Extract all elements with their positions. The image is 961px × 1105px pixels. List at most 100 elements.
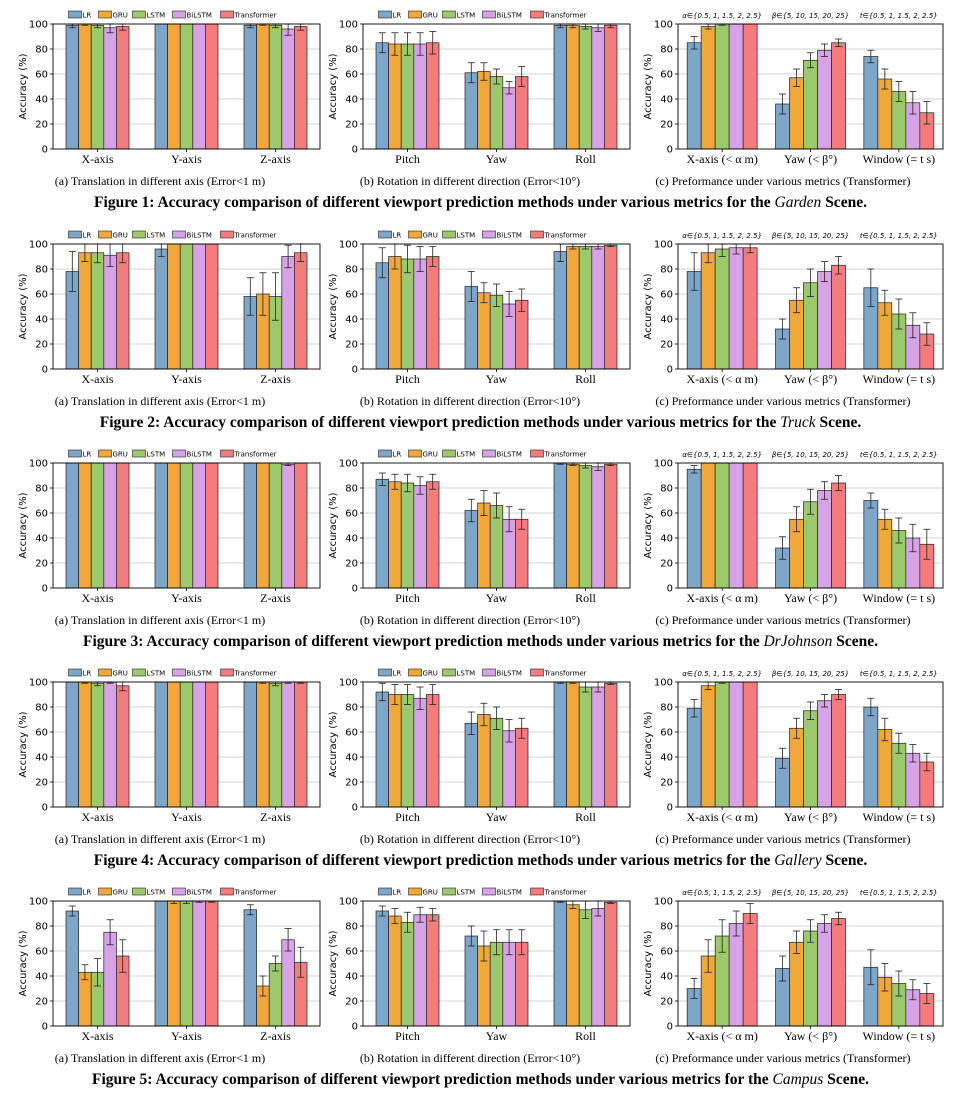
y-tick-label: 40 <box>345 972 358 983</box>
x-tick-label: Y-axis <box>171 1029 202 1043</box>
bar-bilstm <box>413 697 427 808</box>
bar-chart: 0 20 40 60 80 100 Accuracy (%) X-axis Y-axis Z-ax… <box>18 449 321 605</box>
y-tick-label: 80 <box>345 484 358 495</box>
bar-lr <box>686 707 702 808</box>
figure-caption-suffix: Scene. <box>832 633 878 650</box>
y-tick-label: 60 <box>35 70 48 81</box>
y-tick-label: 40 <box>660 315 673 326</box>
x-tick-label: Z-axis <box>260 152 291 166</box>
bar-lr <box>553 462 567 589</box>
legend-swatch-bilstm <box>172 887 186 896</box>
bar-lr <box>154 681 168 808</box>
legend-label-gru: GRU <box>113 670 128 678</box>
bar-gru <box>388 43 402 150</box>
legend-swatch-gru <box>408 887 422 896</box>
panel-b: 0 20 40 60 80 100 Accuracy (%) Pitch Yaw Roll LR GR… <box>320 220 640 436</box>
y-tick-label: 60 <box>35 947 48 958</box>
legend-label-transformer: Transformer <box>544 889 587 897</box>
metric-parameter-label: β∈{5, 10, 15, 20, 25} <box>772 670 849 678</box>
x-tick-label: Z-axis <box>260 372 291 386</box>
y-tick-label: 0 <box>667 365 673 376</box>
bar-transformer <box>742 913 758 1027</box>
bar-gru <box>78 681 92 808</box>
y-tick-label: 40 <box>345 315 358 326</box>
y-tick-label: 80 <box>660 265 673 276</box>
bar-lr <box>686 42 702 150</box>
plot-frame <box>677 243 944 370</box>
bar-bilstm <box>192 243 206 370</box>
bar-chart: 0 20 40 60 80 100 Accuracy (%) Pitch Yaw Roll LR GR… <box>328 230 631 386</box>
bar-lr <box>553 900 567 1027</box>
y-tick-label: 80 <box>345 265 358 276</box>
panel-a: 0 20 40 60 80 100 Accuracy (%) X-axis Y-axis Z-ax… <box>10 439 330 655</box>
figure-2: 0 20 40 60 80 100 Accuracy (%) X-axis Y-axis Z-ax… <box>0 220 961 436</box>
y-tick-label: 20 <box>345 120 358 131</box>
legend-swatch-bilstm <box>482 449 496 458</box>
x-tick-label: X-axis (< α m) <box>686 152 757 166</box>
x-tick-label: Pitch <box>395 591 420 605</box>
y-tick-label: 60 <box>660 728 673 739</box>
figure-caption-scene: DrJohnson <box>763 633 833 650</box>
panel-c: 0 20 40 60 80 100 Accuracy (%) X-axis (< α m) Ya… <box>633 439 953 655</box>
legend-swatch-lr <box>68 887 82 896</box>
legend-label-bilstm: BiLSTM <box>187 889 212 897</box>
bar-bilstm <box>103 931 117 1027</box>
bar-gru <box>700 685 716 808</box>
legend-swatch-transformer <box>220 10 234 19</box>
y-axis-label: Accuracy (%) <box>328 930 339 996</box>
y-tick-label: 60 <box>345 290 358 301</box>
legend-swatch-lr <box>378 887 392 896</box>
y-tick-label: 20 <box>35 120 48 131</box>
x-tick-label: Roll <box>575 810 596 824</box>
plot-frame <box>362 462 631 589</box>
bar-lstm <box>400 258 415 370</box>
legend-label-lstm: LSTM <box>457 889 476 897</box>
x-tick-label: X-axis (< α m) <box>686 1029 757 1043</box>
metric-parameter-label: α∈{0.5, 1, 1.5, 2, 2.5} <box>682 670 762 678</box>
legend-label-lr: LR <box>83 451 92 459</box>
bar-gru <box>256 23 270 150</box>
legend-swatch-lstm <box>132 449 146 458</box>
legend-swatch-transformer <box>530 887 544 896</box>
y-tick-label: 0 <box>42 803 48 814</box>
y-axis-label: Accuracy (%) <box>18 492 29 558</box>
legend-swatch-transformer <box>220 668 234 677</box>
y-tick-label: 0 <box>667 145 673 156</box>
legend-label-gru: GRU <box>423 12 438 20</box>
panel-a: 0 20 40 60 80 100 Accuracy (%) X-axis Y-axis Z-ax… <box>10 658 330 874</box>
y-axis-label: Accuracy (%) <box>328 492 339 558</box>
legend-swatch-lstm <box>132 668 146 677</box>
subcaption: (b) Rotation in different direction (Err… <box>359 1051 581 1065</box>
x-tick-label: Y-axis <box>171 372 202 386</box>
bar-gru <box>789 77 804 150</box>
bar-bilstm <box>817 49 832 150</box>
x-tick-label: Roll <box>575 1029 596 1043</box>
y-tick-label: 20 <box>345 559 358 570</box>
plot-frame <box>52 243 321 370</box>
bar-bilstm <box>591 246 605 370</box>
legend-swatch-transformer <box>220 230 234 239</box>
bar-lstm <box>179 23 194 150</box>
y-tick-label: 60 <box>345 947 358 958</box>
x-tick-label: Yaw (< β°) <box>784 152 837 166</box>
x-tick-label: Yaw (< β°) <box>784 591 837 605</box>
y-tick-label: 80 <box>660 922 673 933</box>
bar-bilstm <box>103 27 117 150</box>
legend-swatch-transformer <box>220 887 234 896</box>
y-tick-label: 20 <box>35 778 48 789</box>
legend-label-lr: LR <box>83 889 92 897</box>
bar-lr <box>553 251 567 370</box>
y-tick-label: 60 <box>660 290 673 301</box>
bar-gru <box>167 243 181 370</box>
figure-caption: Figure 2: Accuracy comparison of differe… <box>0 414 961 432</box>
bar-lstm <box>400 921 415 1027</box>
panel-c: 0 20 40 60 80 100 Accuracy (%) X-axis (< α m) Ya… <box>633 220 953 436</box>
x-tick-label: Yaw <box>486 372 508 386</box>
figure-caption: Figure 5: Accuracy comparison of differe… <box>0 1071 961 1089</box>
legend-label-lr: LR <box>83 12 92 20</box>
x-tick-label: X-axis <box>82 152 114 166</box>
bar-lstm <box>90 462 105 589</box>
y-tick-label: 100 <box>654 240 673 251</box>
x-tick-label: X-axis (< α m) <box>686 810 757 824</box>
